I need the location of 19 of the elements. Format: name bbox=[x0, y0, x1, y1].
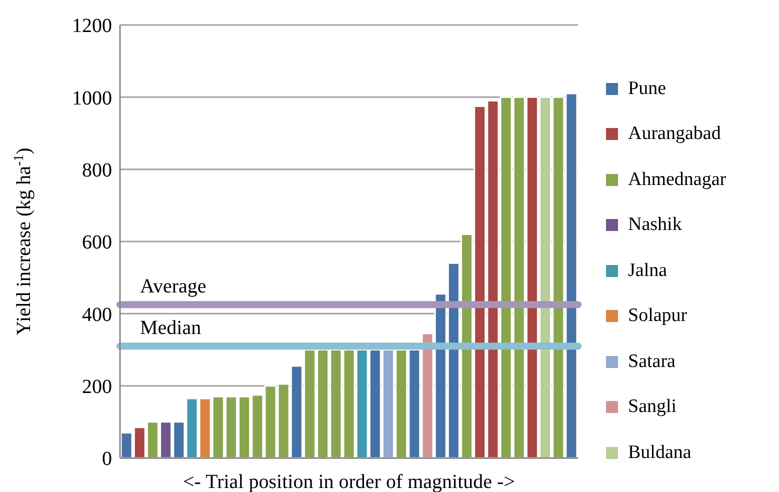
legend-label: Buldana bbox=[628, 442, 692, 464]
y-tick-label: 1200 bbox=[72, 15, 112, 38]
legend-label: Satara bbox=[628, 350, 676, 373]
legend-label: Ahmednagar bbox=[628, 168, 726, 191]
legend-label: Nashik bbox=[628, 214, 682, 236]
x-axis-title: <- Trial position in order of magnitude -> bbox=[183, 471, 515, 492]
legend-label: Jalna bbox=[628, 260, 668, 282]
y-tick-label: 800 bbox=[82, 159, 112, 182]
ref-line-label: Average bbox=[140, 276, 206, 298]
legend-label: Aurangabad bbox=[628, 123, 721, 146]
legend-label: Pune bbox=[628, 78, 666, 100]
legend-label: Sangli bbox=[628, 396, 677, 418]
y-tick-label: 600 bbox=[82, 232, 112, 254]
y-tick-label: 200 bbox=[82, 376, 112, 398]
y-tick-label: 1000 bbox=[72, 87, 112, 110]
y-tick-label: 0 bbox=[102, 448, 112, 470]
ref-line-label: Median bbox=[140, 317, 202, 340]
y-tick-label: 400 bbox=[82, 304, 112, 326]
legend-label: Solapur bbox=[628, 305, 688, 328]
